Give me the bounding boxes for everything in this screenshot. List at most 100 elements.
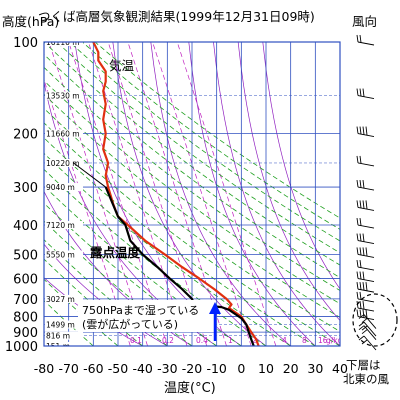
x-tick-label: 0 [237, 361, 245, 376]
height-label-bg [45, 221, 83, 230]
height-label: 816 m [46, 332, 70, 341]
height-label-bg [45, 294, 83, 303]
mixing-ratio-label: 1 [228, 336, 233, 345]
wind-barb-icon [356, 200, 375, 211]
dry-adiabat-line [56, 42, 340, 254]
x-tick-label: -50 [108, 361, 128, 376]
x-tick-label: -30 [157, 361, 177, 376]
mixing-ratio-labels: 0.1 0.2 0.4 1 2 4 8 16g/kg [130, 336, 343, 345]
mixing-ratio-label: g/kg [326, 336, 343, 345]
height-label: 1499 m [46, 321, 75, 330]
x-tick-label: 30 [307, 361, 323, 376]
x-tick-label: -80 [34, 361, 54, 376]
y-tick-label: 500 [13, 248, 38, 263]
wind-barb-icon [356, 260, 375, 271]
x-axis-label: 温度(°C) [164, 380, 216, 396]
height-label-bg [45, 331, 83, 340]
height-label: 16110 m [46, 38, 80, 47]
cloud-annotation: (雲が広がっている) [82, 317, 178, 331]
height-label-bg [45, 183, 83, 192]
x-tick-label: 10 [258, 361, 274, 376]
mixing-ratio-label: 0.2 [162, 336, 174, 345]
height-label-bg [45, 129, 83, 138]
x-tick-labels: -80 -70 -60 -50 -40 -30 -20 -10 0 10 20 30 40 [34, 361, 348, 376]
mixing-ratio-label: 4 [282, 336, 287, 345]
wind-barb-icon [358, 325, 377, 340]
wind-barb-icon [356, 247, 375, 258]
wind-barb-icon [356, 271, 375, 283]
height-label: 3027 m [46, 295, 75, 304]
x-tick-label: -20 [182, 361, 202, 376]
y-tick-label: 600 [13, 273, 38, 288]
dewpoint-series-label: 露点温度 [90, 245, 141, 260]
x-tick-label: 40 [332, 361, 348, 376]
mixing-ratio-line [152, 42, 252, 346]
x-tick-label: 20 [283, 361, 299, 376]
mixing-ratio-label: 0.4 [196, 336, 208, 345]
wind-barb-icon [356, 282, 375, 293]
height-label: 13530 m [46, 92, 80, 101]
x-tick-label: -40 [132, 361, 152, 376]
wind-barb-icon [356, 179, 375, 191]
mixing-ratio-line [107, 42, 208, 346]
dry-adiabat-line [44, 107, 340, 332]
y-tick-label: 200 [13, 128, 38, 143]
chart-title: つくば高層気象観測結果(1999年12月31日09時) [38, 9, 315, 24]
plot-area: 16110 m 13530 m 11660 m 10220 m 9040 m 7120 m… [44, 38, 343, 351]
dry-adiabat-line [44, 66, 340, 291]
y-axis-label: 高度(hPa) [2, 14, 59, 29]
mixing-ratio-label: 0.1 [130, 336, 142, 345]
wind-barbs [356, 34, 377, 351]
low-level-note-line1: 下層は [346, 358, 381, 372]
height-label-bg [45, 342, 83, 346]
mixing-ratio-line [88, 42, 188, 346]
wind-barb-icon [356, 291, 375, 303]
wind-barb-icon [356, 217, 375, 229]
mixing-ratio-label: 16 [318, 336, 328, 345]
height-label-bg [45, 91, 83, 100]
mixing-ratio-label: 8 [302, 336, 307, 345]
moist-annotation: 750hPaまで湿っている [82, 304, 199, 317]
wind-barb-icon [356, 300, 375, 312]
plot-frame [43, 41, 341, 347]
y-tick-label: 400 [13, 219, 38, 234]
wind-barb-icon [358, 314, 377, 329]
height-label-bg [45, 42, 83, 46]
height-label: 151 m [46, 342, 70, 351]
annotation-box [78, 300, 214, 332]
height-label: 5550 m [46, 250, 75, 259]
y-tick-label: 1000 [5, 340, 38, 355]
height-label: 9040 m [46, 183, 75, 192]
x-tick-label: -70 [58, 361, 78, 376]
wind-column-label: 風向 [352, 14, 377, 29]
mixing-ratio-line [176, 42, 277, 346]
wind-barb-icon [356, 233, 375, 245]
y-tick-label: 800 [13, 311, 38, 326]
height-labels: 16110 m 13530 m 11660 m 10220 m 9040 m 7120 m… [45, 38, 83, 351]
wind-barb-icon [356, 126, 375, 137]
height-label-bg [45, 320, 83, 329]
moist-adiabat-line [262, 42, 340, 290]
moist-adiabat-line [213, 42, 340, 346]
height-label-bg [45, 250, 83, 259]
x-tick-label: -10 [206, 361, 226, 376]
height-label: 7120 m [46, 221, 75, 230]
y-tick-label: 300 [13, 181, 38, 196]
wind-barb-icon [356, 155, 375, 167]
arrow-icon [209, 302, 221, 341]
temperature-series-label: 気温 [109, 58, 135, 73]
height-label: 10220 m [46, 159, 80, 168]
wind-barb-icon [356, 88, 375, 99]
dewpoint-upper-line [73, 162, 106, 188]
wind-barb-icon [358, 321, 377, 337]
y-tick-label: 900 [13, 326, 38, 341]
height-label: 11660 m [46, 130, 80, 139]
mixing-ratio-line [127, 42, 227, 346]
mixing-ratio-label: 2 [252, 336, 257, 345]
height-label-bg [45, 158, 83, 167]
y-tick-label: 100 [13, 36, 38, 51]
low-level-note-line2: 北東の風 [343, 372, 389, 386]
y-tick-label: 700 [13, 293, 38, 308]
